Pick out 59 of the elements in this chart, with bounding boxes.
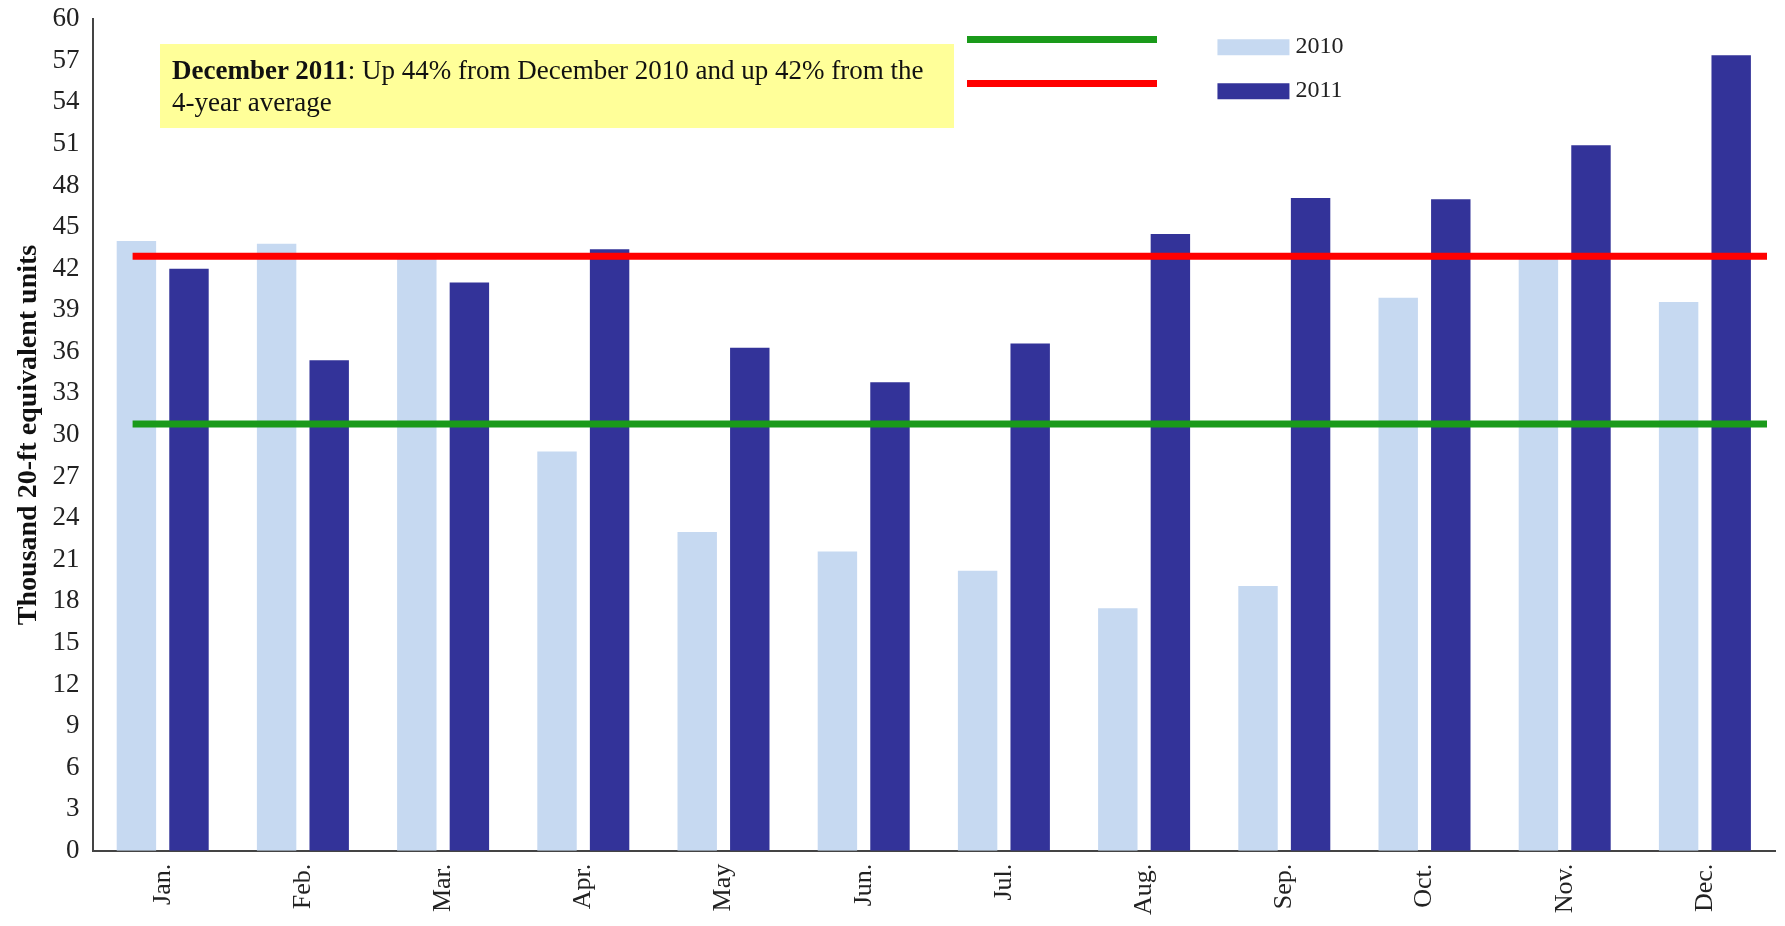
y-tick-label: 18	[52, 584, 80, 615]
bar	[1238, 586, 1278, 851]
y-tick-label: 15	[52, 625, 80, 656]
bar	[1711, 55, 1751, 851]
x-tick-label: Mar.	[426, 863, 456, 913]
bar	[870, 382, 910, 851]
x-tick-label: Aug.	[1127, 863, 1157, 915]
bar	[730, 347, 770, 851]
x-tick-label: May	[707, 863, 737, 912]
bar	[817, 551, 858, 851]
bar	[1378, 297, 1418, 851]
bar	[116, 240, 157, 851]
bar	[589, 249, 630, 851]
x-tick-label: Dec.	[1688, 863, 1718, 913]
y-tick-label: 36	[52, 334, 80, 365]
y-axis-title: Thousand 20-ft equivalent units	[11, 244, 43, 626]
y-tick-label: 6	[66, 750, 80, 781]
y-tick-label: 3	[66, 792, 80, 823]
bar	[449, 282, 490, 851]
x-tick-label: Nov.	[1548, 863, 1578, 914]
y-tick-label: 57	[52, 43, 80, 74]
bar	[537, 451, 577, 851]
x-tick-label: Oct.	[1408, 863, 1438, 908]
y-tick-label: 39	[52, 293, 80, 324]
x-tick-label: Sep.	[1268, 863, 1298, 910]
x-tick-label: Jan.	[146, 863, 176, 905]
y-tick-label: 27	[52, 459, 80, 490]
legend-label: 2010	[1295, 32, 1344, 59]
y-tick-label: 30	[52, 418, 80, 449]
x-tick-label: Feb.	[286, 863, 316, 910]
bar	[1290, 197, 1331, 851]
legend-label: 2011	[1295, 76, 1343, 103]
bar	[1098, 608, 1138, 851]
y-tick-label: 48	[52, 168, 80, 199]
bar	[256, 243, 297, 851]
y-tick-label: 45	[52, 210, 80, 241]
bar	[309, 360, 349, 851]
y-tick-label: 54	[52, 85, 81, 116]
x-tick-label: Jul.	[987, 863, 1017, 901]
bar	[1431, 199, 1471, 851]
bar	[1658, 301, 1699, 851]
y-tick-label: 0	[66, 833, 80, 864]
bar	[169, 268, 209, 851]
bar	[677, 531, 717, 851]
y-tick-label: 42	[52, 251, 80, 282]
y-tick-label: 24	[52, 501, 81, 532]
bar	[1571, 145, 1611, 851]
y-tick-label: 60	[52, 2, 80, 33]
y-tick-label: 33	[52, 376, 80, 407]
bar	[957, 570, 998, 851]
bar	[1150, 234, 1191, 851]
x-tick-label: Jun.	[847, 863, 877, 907]
bar	[1010, 343, 1050, 851]
y-tick-label: 9	[66, 709, 80, 740]
y-tick-label: 12	[52, 667, 80, 698]
y-tick-label: 21	[52, 542, 80, 573]
x-tick-label: Apr.	[567, 863, 597, 910]
annotation: December 2011: Up 44% from December 2010 and up 42% from the 4-year average	[172, 54, 925, 118]
y-tick-label: 51	[52, 127, 80, 158]
